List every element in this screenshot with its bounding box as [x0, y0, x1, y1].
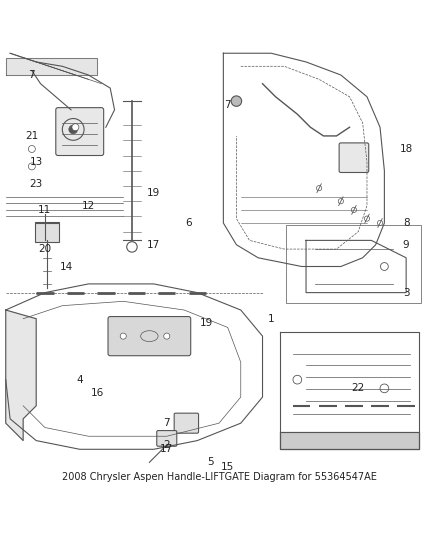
Circle shape [364, 216, 370, 221]
Circle shape [317, 185, 322, 191]
Text: 11: 11 [38, 205, 52, 215]
Text: 17: 17 [160, 445, 173, 454]
Circle shape [351, 207, 357, 213]
Circle shape [293, 375, 302, 384]
Circle shape [380, 384, 389, 393]
Text: 23: 23 [30, 179, 43, 189]
Text: 1: 1 [268, 314, 275, 324]
Text: 7: 7 [163, 418, 170, 428]
Circle shape [72, 124, 79, 131]
Circle shape [28, 163, 35, 170]
FancyBboxPatch shape [286, 225, 421, 303]
Text: 17: 17 [147, 240, 160, 250]
FancyBboxPatch shape [174, 413, 198, 433]
Text: 3: 3 [403, 288, 410, 297]
Circle shape [338, 199, 343, 204]
Text: 18: 18 [399, 144, 413, 154]
Text: 19: 19 [147, 188, 160, 198]
Text: 5: 5 [207, 457, 214, 467]
Text: 22: 22 [352, 383, 365, 393]
Text: 7: 7 [224, 100, 231, 110]
Polygon shape [6, 58, 97, 75]
Circle shape [28, 146, 35, 152]
Text: 19: 19 [199, 318, 212, 328]
Text: 6: 6 [185, 218, 192, 228]
Circle shape [378, 220, 383, 225]
FancyBboxPatch shape [108, 317, 191, 356]
FancyBboxPatch shape [157, 431, 177, 446]
FancyBboxPatch shape [56, 108, 104, 156]
Text: 2008 Chrysler Aspen Handle-LIFTGATE Diagram for 55364547AE: 2008 Chrysler Aspen Handle-LIFTGATE Diag… [62, 472, 376, 482]
Text: 14: 14 [60, 262, 73, 271]
Text: 20: 20 [39, 244, 52, 254]
Text: 8: 8 [403, 218, 410, 228]
Text: 13: 13 [30, 157, 43, 167]
Text: 16: 16 [91, 387, 104, 398]
Text: 21: 21 [25, 131, 39, 141]
Circle shape [231, 96, 242, 107]
FancyBboxPatch shape [35, 222, 59, 241]
Text: 4: 4 [76, 375, 83, 385]
Circle shape [69, 125, 78, 134]
Text: 12: 12 [82, 200, 95, 211]
Text: 15: 15 [221, 462, 234, 472]
Circle shape [164, 333, 170, 339]
Polygon shape [280, 432, 419, 449]
Polygon shape [6, 310, 36, 441]
Text: 9: 9 [403, 240, 410, 250]
Text: 2: 2 [163, 440, 170, 450]
Circle shape [120, 333, 126, 339]
Circle shape [381, 263, 389, 270]
FancyBboxPatch shape [339, 143, 369, 173]
Text: 7: 7 [28, 70, 35, 80]
